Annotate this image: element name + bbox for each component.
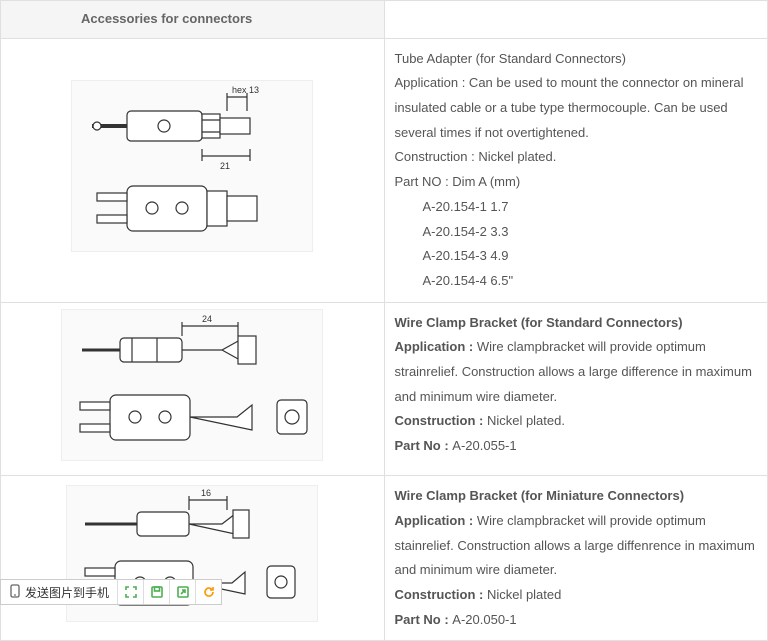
expand-button[interactable] [117,580,143,604]
tube-adapter-diagram: hex 13 21 [71,80,313,252]
item-line: Part No : A-20.050-1 [395,608,758,633]
table-row: 24 Wire Clamp Bracket (for Standard Conn… [1,302,768,476]
item-title: Wire Clamp Bracket (for Standard Connect… [395,311,758,336]
item-line: several times if not overtightened. [395,121,758,146]
item-line: Application : Wire clampbracket will pro… [395,509,758,583]
part-line: A-20.154-3 4.9 [395,244,758,269]
item-line: Part NO : Dim A (mm) [395,170,758,195]
part-line: A-20.154-2 3.3 [395,220,758,245]
part-line: A-20.154-4 6.5" [395,269,758,294]
send-label: 发送图片到手机 [25,584,109,601]
dim-label: 16 [201,488,211,498]
item-line: Application : Wire clampbracket will pro… [395,335,758,409]
diagram-cell: 16 [1,476,385,641]
table-row: 16 Wire Clamp Bracket (for Miniature Con… [1,476,768,641]
item-line: Construction : Nickel plated. [395,409,758,434]
table-header: Accessories for connectors [1,1,385,39]
description-cell: Wire Clamp Bracket (for Miniature Connec… [384,476,768,641]
description-cell: Tube Adapter (for Standard Connectors) A… [384,38,768,302]
item-line: Part No : A-20.055-1 [395,434,758,459]
accessories-table: Accessories for connectors [0,0,768,641]
dim-label: hex 13 [232,85,259,95]
send-to-phone-button[interactable]: 发送图片到手机 [1,581,117,604]
description-cell: Wire Clamp Bracket (for Standard Connect… [384,302,768,476]
item-line: Application : Can be used to mount the c… [395,71,758,120]
dim-label: 21 [220,161,230,171]
item-title: Wire Clamp Bracket (for Miniature Connec… [395,484,758,509]
rotate-button[interactable] [195,580,221,604]
phone-icon [9,584,21,601]
item-title: Tube Adapter (for Standard Connectors) [395,47,758,72]
save-button[interactable] [143,580,169,604]
wire-clamp-std-diagram: 24 [61,309,323,461]
image-toolbar: 发送图片到手机 [0,579,222,605]
diagram-cell: 24 [1,302,385,476]
dim-label: 24 [202,314,212,324]
share-button[interactable] [169,580,195,604]
table-row: hex 13 21 Tube Adapter (for Standard Con… [1,38,768,302]
diagram-cell: hex 13 21 [1,38,385,302]
item-line: Construction : Nickel plated. [395,145,758,170]
item-line: Construction : Nickel plated [395,583,758,608]
header-spacer [384,1,768,39]
part-line: A-20.154-1 1.7 [395,195,758,220]
